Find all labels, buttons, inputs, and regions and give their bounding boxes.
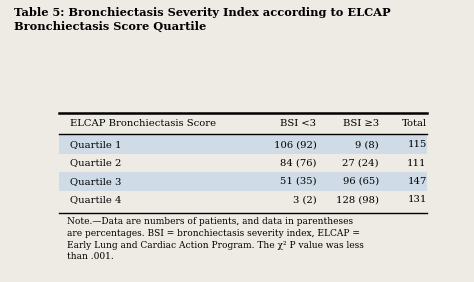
Text: Total: Total — [401, 120, 427, 129]
Text: BSI <3: BSI <3 — [281, 120, 316, 129]
Text: 131: 131 — [407, 195, 427, 204]
Text: 9 (8): 9 (8) — [355, 140, 379, 149]
Text: 111: 111 — [407, 158, 427, 168]
Text: Note.—Data are numbers of patients, and data in parentheses
are percentages. BSI: Note.—Data are numbers of patients, and … — [66, 217, 364, 261]
Text: 3 (2): 3 (2) — [292, 195, 316, 204]
Text: BSI ≥3: BSI ≥3 — [343, 120, 379, 129]
Text: Table 5: Bronchiectasis Severity Index according to ELCAP: Table 5: Bronchiectasis Severity Index a… — [14, 7, 391, 18]
Text: 147: 147 — [407, 177, 427, 186]
Text: Quartile 4: Quartile 4 — [70, 195, 122, 204]
Text: Quartile 3: Quartile 3 — [70, 177, 122, 186]
Bar — [59, 172, 427, 191]
Text: 128 (98): 128 (98) — [336, 195, 379, 204]
Text: 115: 115 — [407, 140, 427, 149]
Text: Bronchiectasis Score Quartile: Bronchiectasis Score Quartile — [14, 21, 207, 32]
Text: 96 (65): 96 (65) — [343, 177, 379, 186]
Text: Quartile 2: Quartile 2 — [70, 158, 122, 168]
Text: Quartile 1: Quartile 1 — [70, 140, 122, 149]
Text: 84 (76): 84 (76) — [280, 158, 316, 168]
Text: 27 (24): 27 (24) — [342, 158, 379, 168]
Bar — [59, 135, 427, 154]
Text: 51 (35): 51 (35) — [280, 177, 316, 186]
Text: ELCAP Bronchiectasis Score: ELCAP Bronchiectasis Score — [70, 120, 217, 129]
Text: 106 (92): 106 (92) — [273, 140, 316, 149]
